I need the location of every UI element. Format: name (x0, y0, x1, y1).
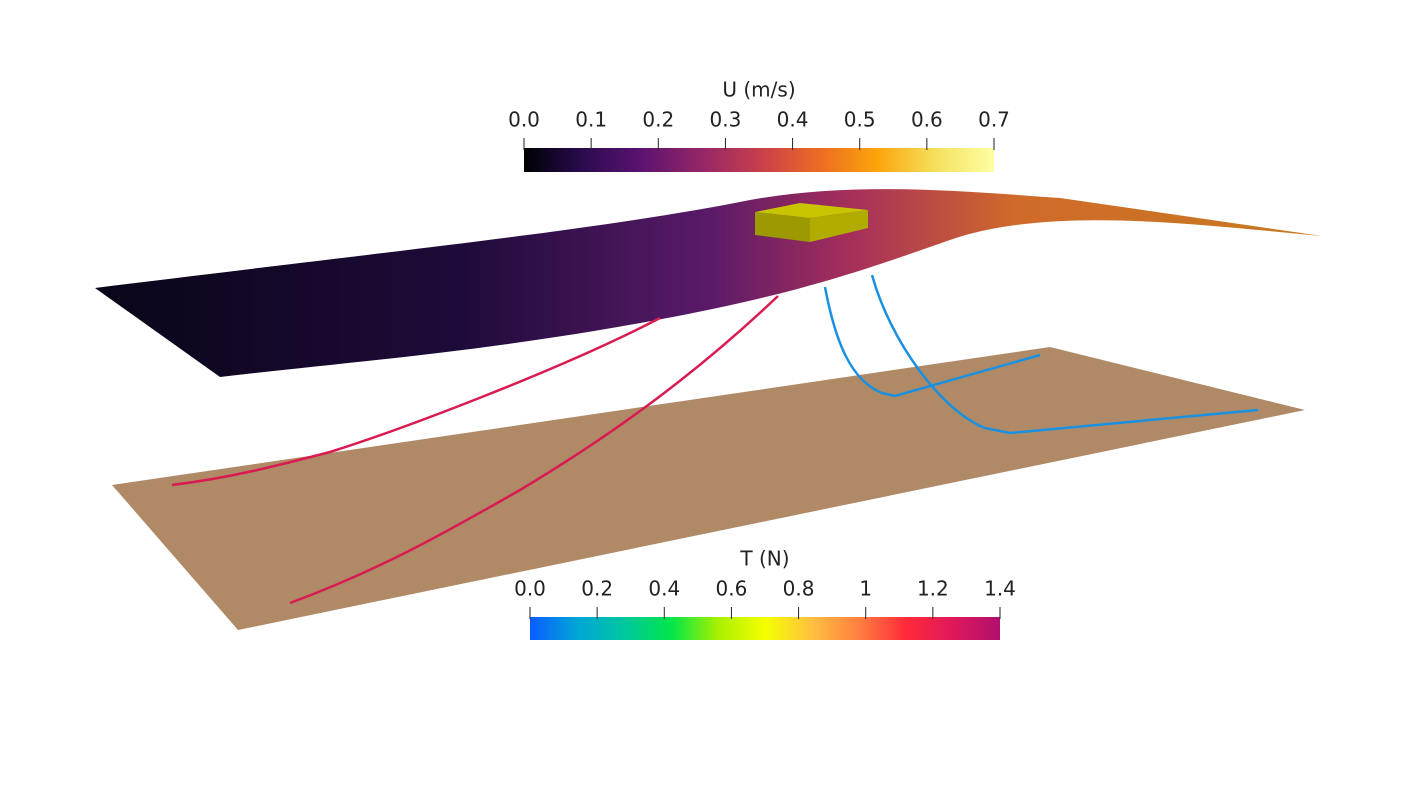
color-bar (530, 617, 1000, 640)
mooring-line (289, 295, 779, 605)
tick-label: 1.2 (917, 577, 949, 601)
tick-label: 0.0 (514, 577, 546, 601)
tick-label: 0.0 (508, 108, 540, 132)
tick-label: 0.6 (911, 108, 943, 132)
mooring-line (870, 274, 1259, 435)
color-bar (524, 148, 994, 172)
platform-front (810, 210, 868, 242)
tick-label: 0.3 (710, 108, 742, 132)
tick-label: 0.1 (575, 108, 607, 132)
tick-label: 0.2 (581, 577, 613, 601)
color-bar-title: U (m/s) (722, 78, 795, 102)
platform-side (755, 212, 810, 242)
tick-label: 0.4 (648, 577, 680, 601)
tick-label: 1.4 (984, 577, 1016, 601)
tick-label: 0.6 (716, 577, 748, 601)
tick-label: 0.2 (642, 108, 674, 132)
color-bar-title: T (N) (739, 547, 789, 571)
tick-label: 0.8 (783, 577, 815, 601)
tick-label: 1 (859, 577, 872, 601)
tick-label: 0.5 (844, 108, 876, 132)
tick-label: 0.7 (978, 108, 1010, 132)
mooring-lines (171, 274, 1259, 605)
water-surface (95, 189, 1322, 377)
tick-label: 0.4 (777, 108, 809, 132)
seabed-plane (112, 347, 1305, 630)
mooring-line (171, 316, 661, 487)
mooring-line (823, 286, 1041, 398)
platform-top (755, 203, 868, 218)
